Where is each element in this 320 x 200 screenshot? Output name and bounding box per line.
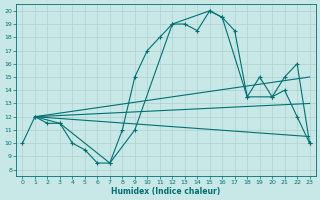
X-axis label: Humidex (Indice chaleur): Humidex (Indice chaleur) — [111, 187, 221, 196]
